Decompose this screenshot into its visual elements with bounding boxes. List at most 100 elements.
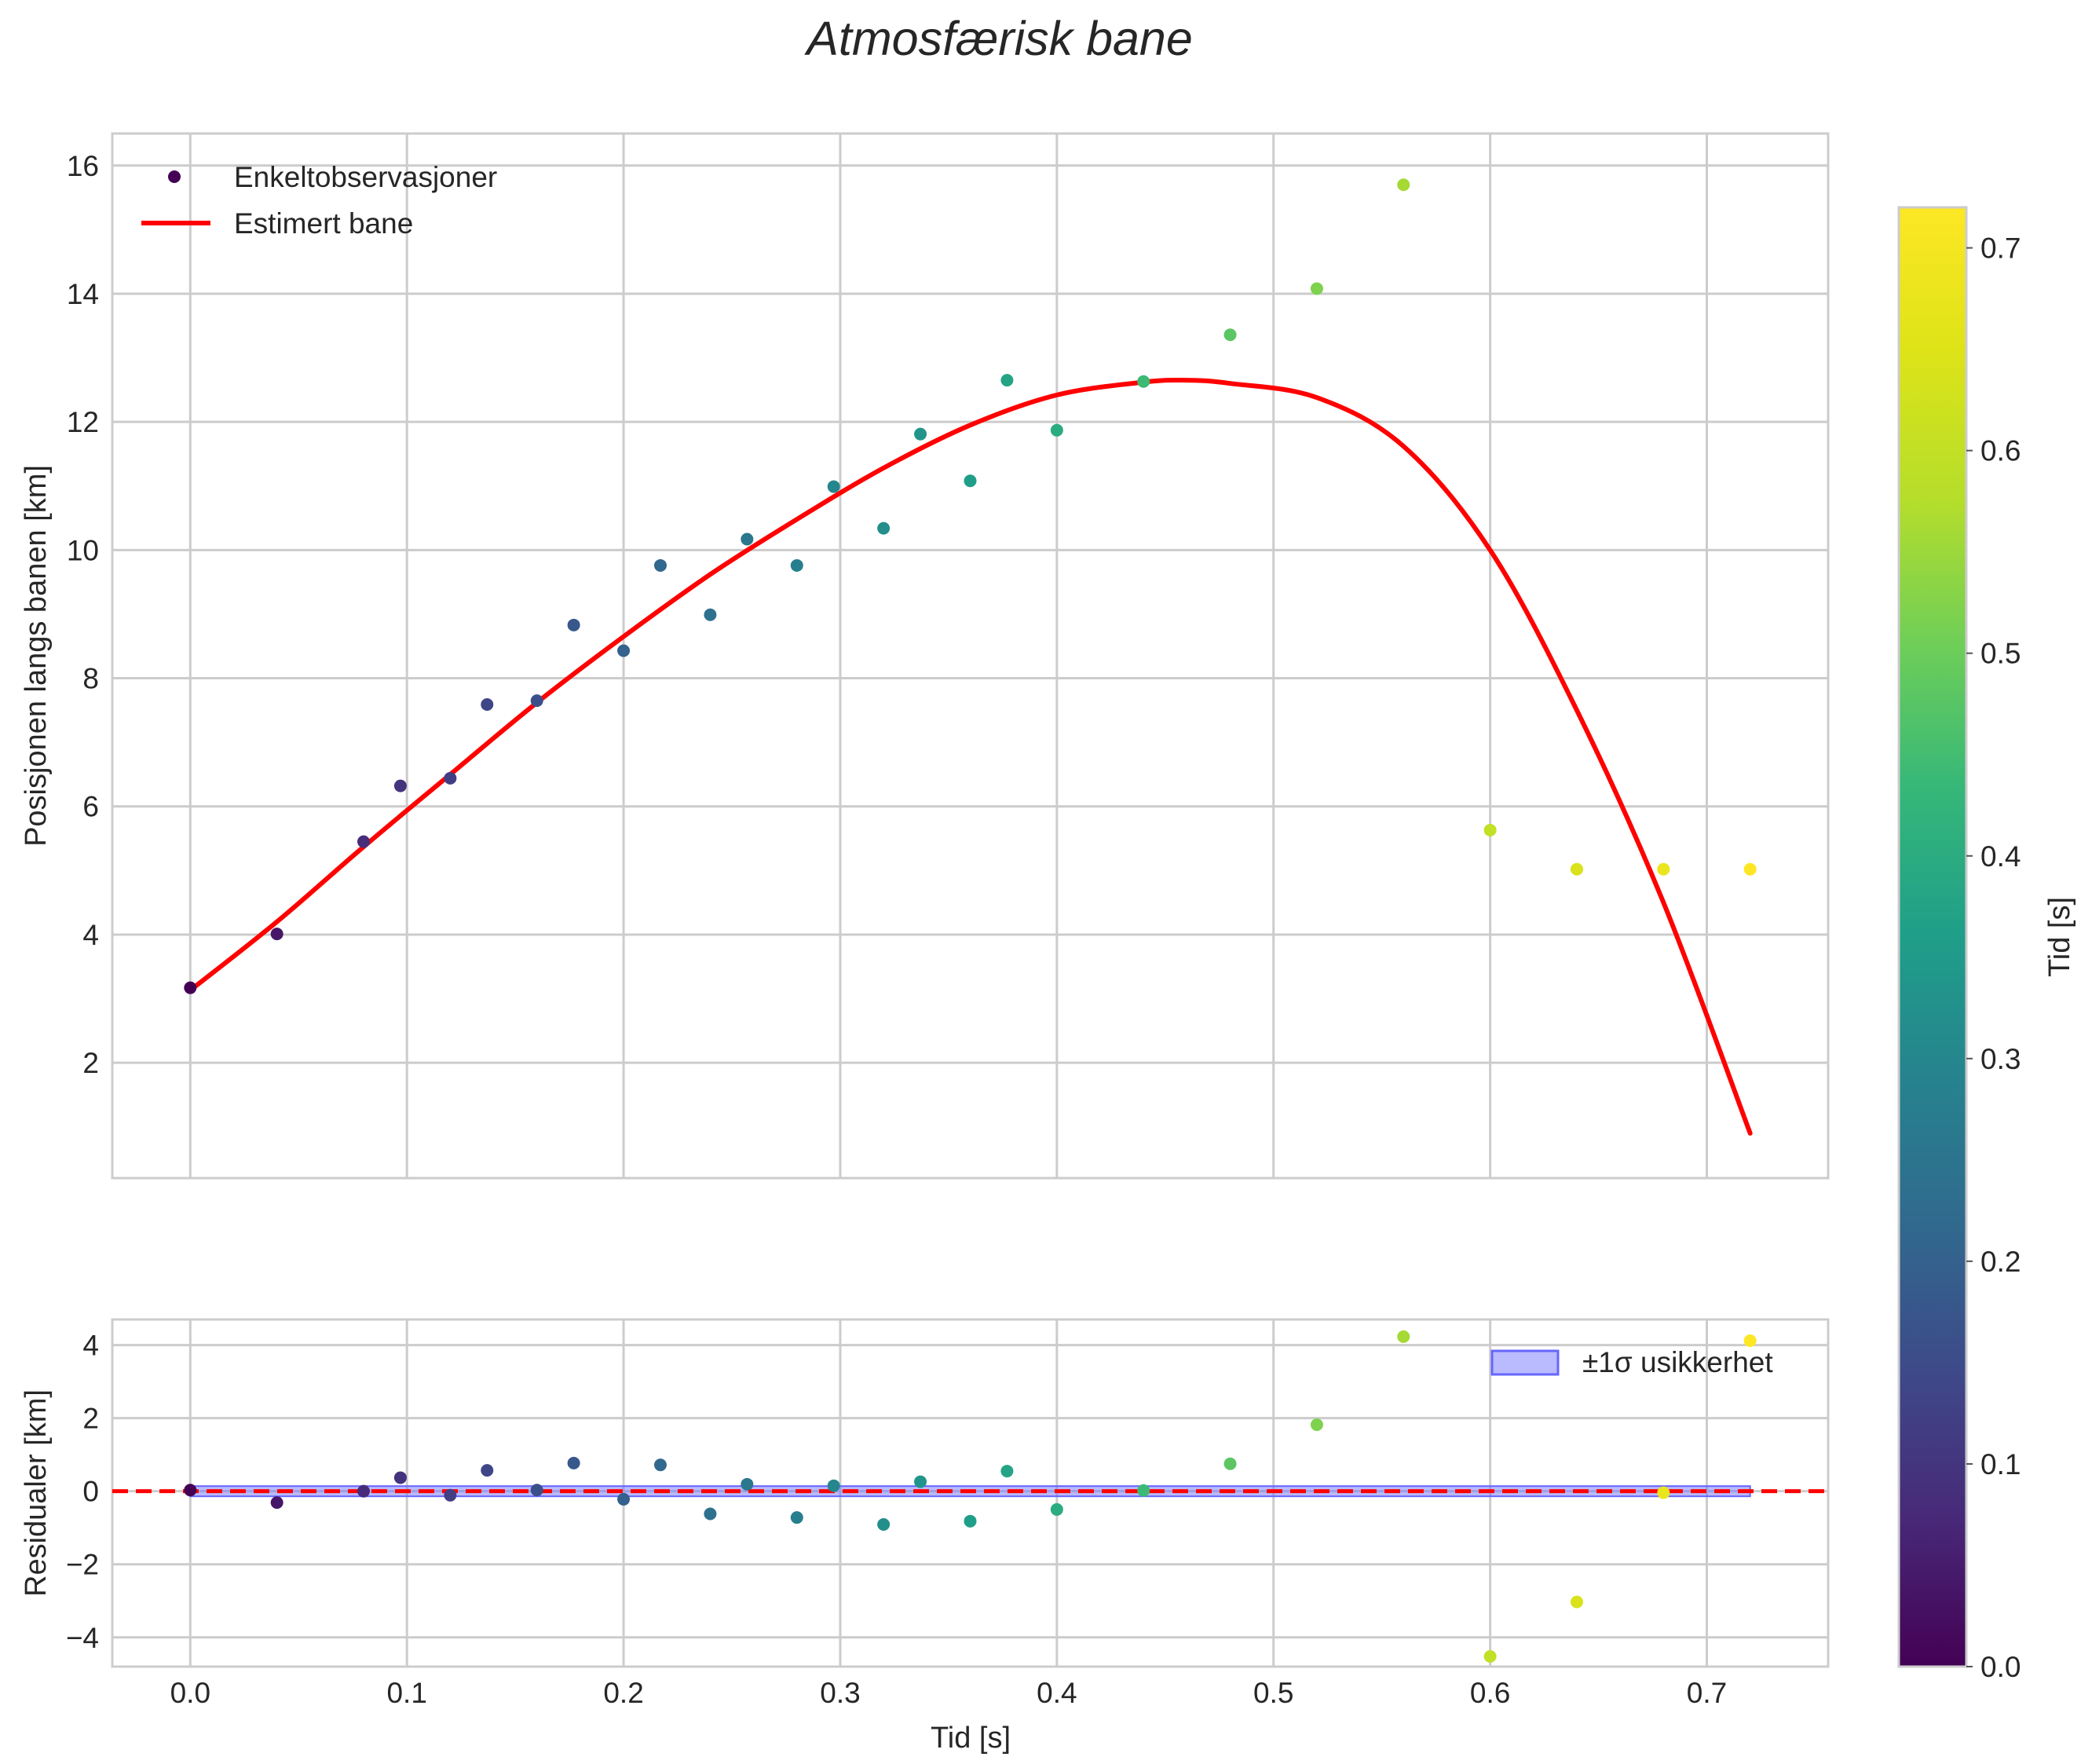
observation-point xyxy=(741,532,754,546)
residual-point xyxy=(270,1496,283,1510)
observation-point xyxy=(1570,862,1583,876)
residual-y-tick-label: 0 xyxy=(82,1476,99,1508)
residual-point xyxy=(1397,1330,1410,1343)
main-panel-grid xyxy=(112,134,1828,1178)
observation-point xyxy=(481,698,494,712)
observation-point xyxy=(444,771,457,785)
residual-legend: ±1σ usikkerhet xyxy=(1490,1346,1773,1378)
legend-band-label: ±1σ usikkerhet xyxy=(1582,1346,1773,1378)
x-tick-label: 0.6 xyxy=(1470,1677,1510,1709)
residual-point xyxy=(357,1484,371,1498)
residual-point xyxy=(741,1477,754,1491)
x-tick-label: 0.3 xyxy=(820,1677,860,1709)
observation-point xyxy=(790,558,803,572)
residual-point xyxy=(790,1511,803,1524)
chart-title: Atmosfærisk bane xyxy=(803,12,1193,65)
main-y-tick-label: 2 xyxy=(82,1047,99,1079)
x-axis-label: Tid [s] xyxy=(931,1722,1011,1755)
residual-point xyxy=(1050,1502,1063,1516)
main-y-tick-label: 8 xyxy=(82,663,99,695)
legend-line-label: Estimert bane xyxy=(234,207,413,240)
legend-scatter-label: Enkeltobservasjoner xyxy=(234,161,497,193)
observation-point xyxy=(653,558,667,572)
residual-point xyxy=(481,1464,494,1477)
observation-point xyxy=(1397,178,1410,192)
estimated-trajectory-series xyxy=(188,377,1753,1136)
residual-point xyxy=(877,1518,891,1532)
main-y-ticks: 2 4 6 8 10 12 14 16 xyxy=(67,150,99,1079)
residual-point xyxy=(444,1488,457,1502)
residual-point xyxy=(393,1471,407,1484)
residual-y-tick-label: 4 xyxy=(82,1330,99,1362)
observation-point xyxy=(877,522,891,535)
main-panel-frame xyxy=(111,132,1830,1180)
main-y-tick-label: 12 xyxy=(67,406,99,438)
residual-y-tick-label: −4 xyxy=(66,1622,99,1654)
colorbar xyxy=(1897,206,1968,1668)
x-tick-label: 0.0 xyxy=(170,1677,210,1709)
x-tick-label: 0.7 xyxy=(1687,1677,1727,1709)
x-ticks: 0.0 0.1 0.2 0.3 0.4 0.5 0.6 0.7 xyxy=(170,1677,1728,1709)
observation-point xyxy=(964,474,977,488)
observation-point xyxy=(393,779,407,792)
residual-point xyxy=(530,1484,543,1497)
residual-point xyxy=(704,1507,717,1521)
observation-point xyxy=(184,981,197,994)
observation-point xyxy=(1137,375,1150,388)
estimated-trajectory-line xyxy=(188,377,1753,1136)
residual-y-ticks: −4 −2 0 2 4 xyxy=(66,1330,99,1654)
residual-point xyxy=(653,1458,667,1472)
colorbar-ticks: 0.0 0.1 0.2 0.3 0.4 0.5 0.6 0.7 xyxy=(1966,232,2021,1683)
observation-point xyxy=(1657,862,1670,876)
residual-point xyxy=(184,1484,197,1497)
main-y-tick-label: 16 xyxy=(67,150,99,182)
observation-point xyxy=(704,608,717,621)
main-y-tick-label: 4 xyxy=(82,919,99,951)
residual-point xyxy=(1657,1486,1670,1499)
observation-point xyxy=(567,618,580,631)
observation-point xyxy=(1000,374,1014,387)
observation-point xyxy=(1050,423,1063,437)
residual-point xyxy=(1000,1465,1014,1478)
observation-point xyxy=(1310,282,1323,295)
residual-y-axis-label: Residualer [km] xyxy=(20,1389,53,1597)
main-y-tick-label: 14 xyxy=(67,278,99,310)
main-y-tick-label: 10 xyxy=(67,534,99,566)
observation-point xyxy=(357,835,371,848)
residual-y-tick-label: −2 xyxy=(66,1549,99,1581)
residuals-series xyxy=(184,1330,1757,1663)
observation-point xyxy=(1743,862,1757,876)
main-y-tick-label: 6 xyxy=(82,791,99,823)
legend-scatter-marker xyxy=(168,170,181,183)
colorbar-tick-label: 0.7 xyxy=(1980,232,2021,265)
residual-point xyxy=(1483,1649,1497,1663)
colorbar-tick-label: 0.6 xyxy=(1980,435,2021,467)
colorbar-tick-label: 0.4 xyxy=(1980,840,2021,873)
colorbar-tick-label: 0.5 xyxy=(1980,638,2021,670)
main-y-axis-label: Posisjonen langs banen [km] xyxy=(20,465,53,847)
observation-point xyxy=(530,694,543,708)
x-tick-label: 0.4 xyxy=(1037,1677,1077,1709)
residual-point xyxy=(914,1475,927,1488)
observation-point xyxy=(1483,823,1497,836)
colorbar-tick-label: 0.1 xyxy=(1980,1448,2021,1480)
main-legend: Enkeltobservasjoner Estimert bane xyxy=(141,161,497,240)
residual-point xyxy=(1310,1418,1323,1431)
x-tick-label: 0.2 xyxy=(603,1677,643,1709)
observation-point xyxy=(270,928,283,941)
residual-point xyxy=(1137,1484,1150,1497)
residual-point xyxy=(1743,1334,1757,1347)
legend-band-swatch xyxy=(1490,1349,1560,1376)
colorbar-tick-label: 0.3 xyxy=(1980,1043,2021,1075)
residual-point xyxy=(1223,1457,1237,1470)
colorbar-tick-label: 0.0 xyxy=(1980,1651,2021,1683)
residual-point xyxy=(1570,1595,1583,1608)
residual-point xyxy=(827,1479,840,1492)
observation-point xyxy=(827,480,840,493)
residual-point xyxy=(617,1492,631,1506)
residual-y-tick-label: 2 xyxy=(82,1403,99,1435)
x-tick-label: 0.5 xyxy=(1253,1677,1293,1709)
residual-point xyxy=(964,1514,977,1528)
observation-point xyxy=(1223,328,1237,342)
